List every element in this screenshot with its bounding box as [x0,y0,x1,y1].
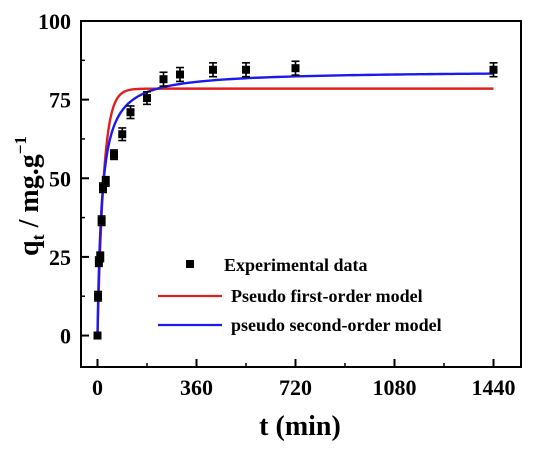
legend-label-second-order: pseudo second-order model [231,315,442,335]
data-point [242,62,250,78]
y-tick-label: 50 [49,166,71,191]
model-curves [96,72,494,336]
point-marker [101,177,110,186]
y-tick-label: 0 [60,324,71,349]
x-tick-label: 720 [279,375,312,400]
point-marker [99,183,107,192]
point-marker [489,65,498,74]
x-tick-label: 360 [180,375,213,400]
point-marker [209,65,217,74]
y-tick-label: 100 [38,9,71,34]
data-point [118,127,127,142]
curve-pseudo-first-order [96,87,494,336]
data-point [291,60,300,76]
legend-marker-experimental [186,260,194,268]
plot-frame [80,20,522,368]
y-axis-title: qt / mg.g−1 [11,136,48,256]
y-axis-title-rest: / mg.g [14,154,45,234]
x-tick-labels: 0 360 720 1080 1440 [92,375,516,400]
data-point [209,62,217,78]
point-marker [176,70,184,79]
data-point [159,71,168,87]
data-point [126,105,135,120]
y-axis-title-sup: −1 [11,136,30,154]
y-tick-label: 75 [49,88,71,113]
x-tick-label: 1080 [373,375,417,400]
data-point [101,175,110,187]
y-tick-labels: 0 25 50 75 100 [38,9,71,349]
x-tick-label: 0 [92,375,103,400]
x-tick-label: 1440 [472,375,516,400]
point-marker [126,108,135,117]
point-marker [110,150,118,159]
point-marker [143,94,151,103]
point-marker [242,65,250,74]
curve-pseudo-second-order [96,72,494,336]
axis-ticks [81,20,495,367]
x-axis-title: t (min) [259,411,341,442]
point-marker [159,75,168,84]
experimental-points [93,60,498,340]
point-marker [96,252,105,261]
data-point [489,62,498,78]
legend: Experimental data Pseudo first-order mod… [158,255,442,335]
point-marker [94,292,103,301]
point-marker [291,64,300,73]
point-marker [118,130,127,139]
point-marker [97,216,106,225]
y-axis-title-q: q [14,240,45,256]
data-point [93,331,102,340]
data-point [94,290,103,302]
data-point [110,149,118,161]
data-point [143,90,151,106]
y-tick-label: 25 [49,245,71,270]
legend-label-experimental: Experimental data [224,255,368,275]
legend-label-first-order: Pseudo first-order model [231,286,423,306]
y-axis-title-sub: t [28,234,48,240]
data-point [96,251,105,263]
data-point [97,215,106,227]
data-point [176,66,184,83]
point-marker [93,331,102,340]
